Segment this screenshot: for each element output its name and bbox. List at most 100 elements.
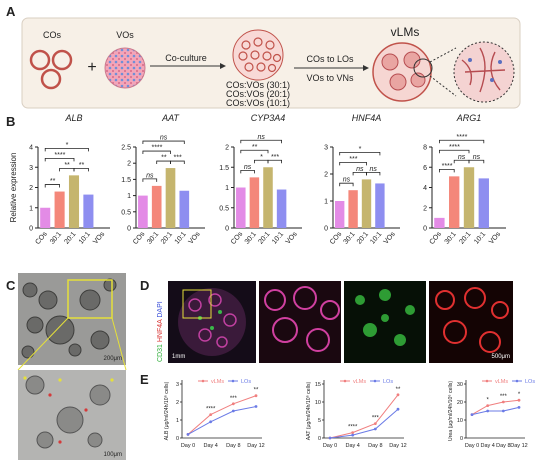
point bbox=[517, 406, 521, 409]
point bbox=[209, 420, 213, 424]
point bbox=[351, 433, 355, 437]
y-tick-label: 20 bbox=[457, 400, 463, 406]
y-tick-label: 3 bbox=[324, 145, 328, 152]
plus: + bbox=[87, 59, 96, 76]
x-tick-label: 30:1 bbox=[444, 231, 458, 246]
coculture-label: Co-culture bbox=[165, 53, 207, 63]
y-tick-label: 4 bbox=[29, 145, 33, 152]
y-tick-label: 1.5 bbox=[121, 177, 131, 184]
significance-bracket bbox=[366, 172, 381, 176]
legend-swatch bbox=[373, 379, 377, 383]
significance-label: *** bbox=[349, 156, 357, 163]
legend-swatch bbox=[343, 379, 347, 383]
significance-label: ** bbox=[252, 144, 258, 151]
y-tick-label: 1 bbox=[225, 185, 229, 192]
significance-bracket bbox=[439, 149, 470, 154]
x-tick-label: Day 0 bbox=[465, 443, 479, 449]
x-tick-label: VOs bbox=[383, 230, 397, 245]
significance-label: *** bbox=[500, 394, 508, 400]
step-label: VOs to VNs bbox=[306, 73, 354, 83]
significance-bracket bbox=[142, 150, 171, 155]
significance-label: ** bbox=[78, 162, 84, 169]
x-tick-label: VOs bbox=[285, 230, 299, 245]
y-tick-label: 3 bbox=[29, 165, 33, 172]
bar bbox=[151, 185, 162, 228]
point bbox=[231, 409, 235, 413]
x-tick-label: COs bbox=[34, 230, 49, 246]
significance-label: **** bbox=[54, 152, 65, 159]
y-tick-label: 15 bbox=[315, 382, 321, 388]
legend-label: LOs bbox=[383, 379, 393, 385]
significance-label: * bbox=[518, 392, 521, 398]
y-tick-label: 2 bbox=[324, 172, 328, 179]
significance-bracket bbox=[240, 149, 269, 154]
x-tick-label: 10:1 bbox=[473, 231, 487, 246]
x-tick-label: 20:1 bbox=[257, 231, 271, 246]
bar bbox=[179, 190, 190, 228]
y-tick-label: 1.5 bbox=[219, 165, 229, 172]
significance-label: ns bbox=[244, 164, 252, 171]
legend-label: LOs bbox=[241, 379, 251, 385]
y-tick-label: 5 bbox=[318, 418, 321, 424]
significance-bracket bbox=[240, 169, 255, 174]
scale-label: 500μm bbox=[492, 354, 510, 360]
point bbox=[396, 393, 400, 397]
brightfield-image bbox=[17, 273, 127, 460]
legend-swatch bbox=[485, 379, 489, 383]
significance-bracket bbox=[170, 160, 185, 165]
x-tick-label: 30:1 bbox=[49, 231, 63, 246]
legend-label: vLMs bbox=[495, 379, 508, 385]
legend-swatch bbox=[201, 379, 205, 383]
y-tick-label: 2 bbox=[176, 400, 179, 406]
x-tick-label: COs bbox=[132, 230, 147, 246]
significance-label: * bbox=[65, 142, 68, 149]
x-tick-label: 30:1 bbox=[146, 231, 160, 246]
ratio-label: COs:VOs (30:1) bbox=[226, 80, 290, 90]
significance-label: **** bbox=[441, 163, 452, 170]
panel-label: B bbox=[6, 114, 15, 129]
y-axis-label: Relative expression bbox=[9, 153, 18, 223]
significance-bracket bbox=[267, 159, 282, 164]
x-tick-label: COs bbox=[429, 230, 444, 246]
bar bbox=[138, 195, 148, 228]
x-tick-label: 20:1 bbox=[63, 231, 77, 246]
significance-label: ns bbox=[146, 172, 154, 179]
bar bbox=[249, 177, 260, 228]
significance-bracket bbox=[439, 139, 485, 144]
legend-label: vLMs bbox=[211, 379, 224, 385]
significance-label: * bbox=[486, 398, 489, 404]
significance-bracket bbox=[240, 139, 282, 144]
x-tick-label: 20:1 bbox=[356, 231, 370, 246]
y-tick-label: 2.5 bbox=[121, 145, 131, 152]
ratio-label: COs:VOs (10:1) bbox=[226, 98, 290, 108]
y-tick-label: 3 bbox=[176, 382, 179, 388]
significance-bracket bbox=[44, 157, 75, 162]
y-tick-label: 10 bbox=[315, 400, 321, 406]
bar bbox=[463, 167, 475, 228]
significance-label: **** bbox=[151, 145, 162, 152]
point bbox=[373, 422, 377, 425]
bar bbox=[449, 176, 460, 228]
point bbox=[373, 427, 377, 431]
x-tick-label: 10:1 bbox=[78, 231, 92, 246]
x-tick-label: Day 0 bbox=[181, 443, 195, 449]
vos-label: VOs bbox=[116, 30, 134, 40]
x-tick-label: COs bbox=[230, 230, 245, 246]
point bbox=[328, 436, 332, 440]
y-tick-label: 6 bbox=[423, 165, 427, 172]
line bbox=[471, 406, 520, 416]
bar bbox=[83, 194, 94, 228]
significance-bracket bbox=[339, 182, 354, 187]
x-tick-label: Day 4 bbox=[203, 443, 217, 449]
x-tick-label: 10:1 bbox=[369, 231, 383, 246]
significance-bracket bbox=[468, 159, 485, 164]
significance-bracket bbox=[142, 140, 185, 145]
y-tick-label: 30 bbox=[457, 382, 463, 388]
y-tick-label: 2 bbox=[127, 161, 131, 168]
stain: CD31 bbox=[157, 344, 164, 362]
x-tick-label: Day 12 bbox=[510, 443, 527, 449]
significance-label: ** bbox=[396, 387, 401, 393]
bar bbox=[361, 179, 372, 228]
x-tick-label: 30:1 bbox=[343, 231, 357, 246]
